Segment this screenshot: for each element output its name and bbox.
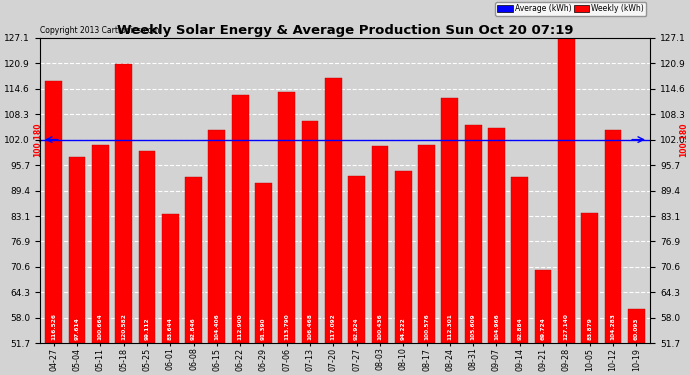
Bar xyxy=(69,158,86,344)
Text: 112.301: 112.301 xyxy=(447,313,453,340)
Bar xyxy=(348,176,365,344)
Text: 127.140: 127.140 xyxy=(564,313,569,340)
Text: 69.724: 69.724 xyxy=(540,317,546,340)
Text: 116.526: 116.526 xyxy=(51,313,57,340)
Bar xyxy=(46,81,62,344)
Bar xyxy=(511,177,528,344)
Text: 100.180: 100.180 xyxy=(33,122,42,157)
Bar xyxy=(442,98,458,344)
Text: Copyright 2013 Cartronics.com: Copyright 2013 Cartronics.com xyxy=(40,26,159,35)
Text: 97.614: 97.614 xyxy=(75,317,79,340)
Text: 105.609: 105.609 xyxy=(471,314,475,340)
Bar xyxy=(488,128,505,344)
Text: 100.664: 100.664 xyxy=(98,314,103,340)
Text: 92.924: 92.924 xyxy=(354,318,359,340)
Bar xyxy=(302,122,319,344)
Text: 113.790: 113.790 xyxy=(284,314,289,340)
Bar xyxy=(581,213,598,344)
Text: 91.390: 91.390 xyxy=(261,318,266,340)
Text: 83.879: 83.879 xyxy=(587,317,592,340)
Text: 112.900: 112.900 xyxy=(237,314,243,340)
Text: 92.884: 92.884 xyxy=(518,317,522,340)
Text: 100.436: 100.436 xyxy=(377,314,382,340)
Bar xyxy=(139,151,155,344)
Text: 104.966: 104.966 xyxy=(494,314,499,340)
Text: 106.468: 106.468 xyxy=(308,313,313,340)
Text: 83.644: 83.644 xyxy=(168,317,172,340)
Bar xyxy=(115,64,132,344)
Bar xyxy=(162,214,179,344)
Bar xyxy=(604,130,621,344)
Text: 92.846: 92.846 xyxy=(191,317,196,340)
Bar xyxy=(535,270,551,344)
Bar xyxy=(325,78,342,344)
Bar xyxy=(558,38,575,344)
Bar xyxy=(208,130,225,344)
Text: 104.283: 104.283 xyxy=(611,313,615,340)
Text: 60.093: 60.093 xyxy=(633,318,639,340)
Bar xyxy=(418,146,435,344)
Bar xyxy=(92,145,109,344)
Text: 100.180: 100.180 xyxy=(680,122,689,157)
Bar xyxy=(628,309,644,344)
Text: 120.582: 120.582 xyxy=(121,313,126,340)
Text: 117.092: 117.092 xyxy=(331,314,336,340)
Text: 94.222: 94.222 xyxy=(401,317,406,340)
Bar xyxy=(465,125,482,344)
Bar xyxy=(255,183,272,344)
Text: 104.406: 104.406 xyxy=(215,314,219,340)
Text: 100.576: 100.576 xyxy=(424,314,429,340)
Bar xyxy=(232,95,248,344)
Legend: Average (kWh), Weekly (kWh): Average (kWh), Weekly (kWh) xyxy=(495,2,647,16)
Bar xyxy=(278,92,295,344)
Bar xyxy=(371,146,388,344)
Text: 99.112: 99.112 xyxy=(144,318,150,340)
Title: Weekly Solar Energy & Average Production Sun Oct 20 07:19: Weekly Solar Energy & Average Production… xyxy=(117,24,573,37)
Bar xyxy=(395,171,412,344)
Bar xyxy=(185,177,202,344)
